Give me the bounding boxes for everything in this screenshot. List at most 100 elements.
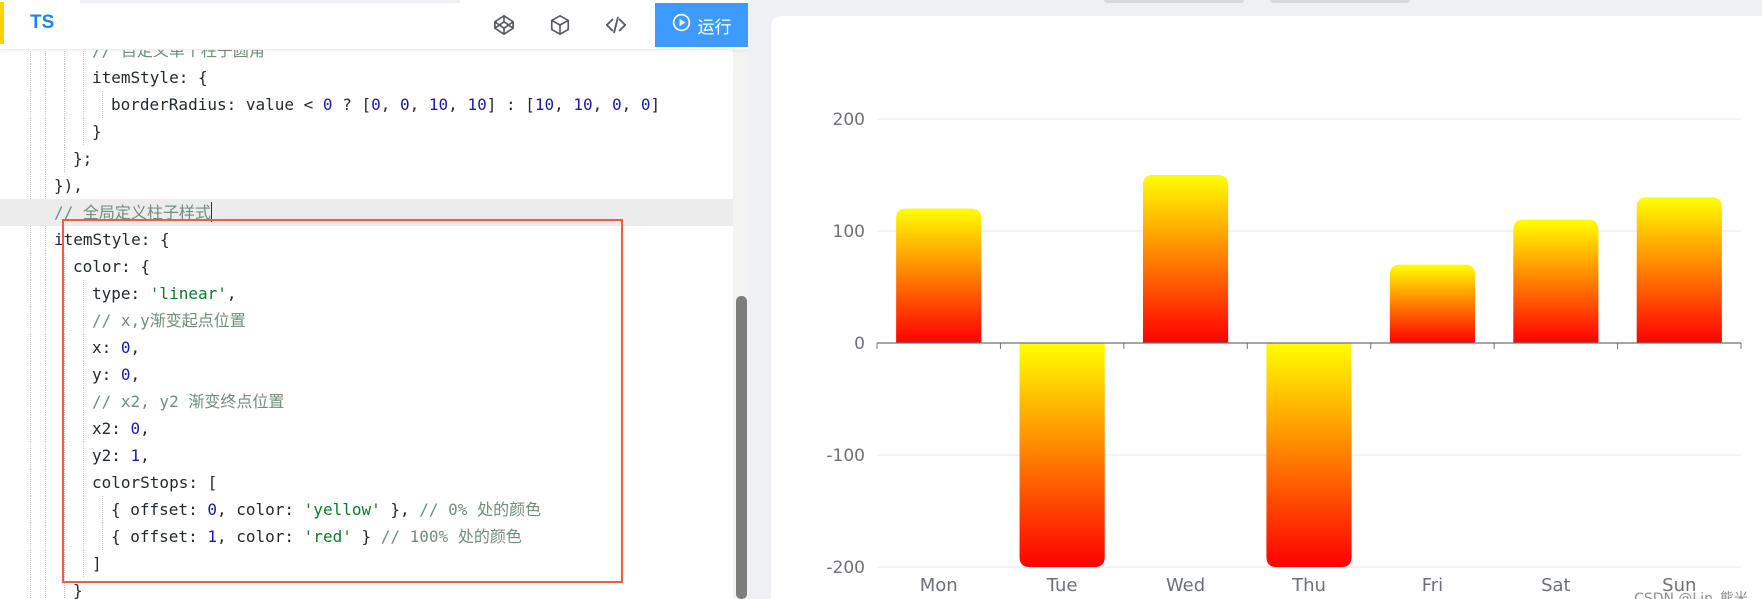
code-token: { offset: — [111, 500, 208, 519]
indent-guide — [64, 415, 65, 442]
indent-guide — [64, 388, 65, 415]
indent-guide — [83, 280, 84, 307]
indent-guide — [83, 118, 84, 145]
editor-toolbar: TS — [0, 0, 748, 50]
code-token: , — [140, 419, 150, 438]
code-line-text: colorStops: [ — [92, 469, 217, 496]
tab-typescript[interactable]: TS — [30, 12, 55, 33]
code-token: x2: — [92, 419, 131, 438]
indent-guide — [30, 415, 31, 442]
indent-guide — [30, 523, 31, 550]
code-line: itemStyle: { — [0, 226, 738, 253]
bar — [1389, 264, 1476, 343]
chart-preview-card: -200 -100 0 100 200 Mon Tue Wed Thu Fri Sat Sun CSD… — [771, 16, 1762, 599]
run-button[interactable]: 运行 — [655, 3, 748, 47]
code-token: 0 — [400, 95, 410, 114]
code-line-text: itemStyle: { — [92, 64, 208, 91]
indent-guide — [83, 415, 84, 442]
y-tick-label: 100 — [833, 222, 865, 242]
code-token: } — [73, 581, 83, 599]
bar — [896, 208, 982, 343]
code-line: }; — [0, 145, 738, 172]
code-token: 1 — [130, 446, 141, 465]
code-icon[interactable] — [602, 11, 630, 39]
indent-guide — [45, 469, 46, 496]
code-token: , — [130, 338, 141, 357]
indent-guide — [30, 280, 31, 307]
bar-chart: -200 -100 0 100 200 Mon Tue Wed Thu Fri Sat Sun — [826, 110, 1742, 596]
code-token: , — [409, 95, 429, 114]
cube-icon[interactable] — [546, 11, 574, 39]
x-tick-label: Sun — [1662, 575, 1696, 596]
x-tick-label: Fri — [1422, 575, 1443, 596]
code-token: itemStyle: { — [54, 230, 170, 249]
indent-guide — [45, 37, 46, 64]
code-line: color: { — [0, 253, 738, 280]
indent-guide — [45, 388, 46, 415]
indent-guide — [64, 577, 65, 599]
codepen-icon[interactable] — [490, 11, 518, 39]
code-line: itemStyle: { — [0, 64, 738, 91]
code-line-text: }), — [54, 172, 83, 199]
code-token: // x2, y2 渐变终点位置 — [92, 392, 285, 411]
preview-top-control-a[interactable] — [1104, 0, 1244, 3]
indent-guide — [64, 334, 65, 361]
code-token: , color: — [216, 500, 304, 519]
indent-guide — [30, 550, 31, 577]
code-token: 0 — [322, 95, 333, 114]
indent-guide — [45, 415, 46, 442]
code-line-text: x2: 0, — [92, 415, 150, 442]
code-line-text: } — [73, 577, 83, 599]
indent-guide — [30, 334, 31, 361]
indent-guide — [30, 442, 31, 469]
code-line: // x,y渐变起点位置 — [0, 307, 738, 334]
code-line-text: // 全局定义柱子样式 — [54, 199, 212, 226]
indent-guide — [45, 550, 46, 577]
code-token: 'linear' — [149, 284, 227, 303]
indent-guide — [83, 442, 84, 469]
code-token: 'red' — [303, 527, 352, 546]
preview-top-control-b[interactable] — [1270, 0, 1410, 3]
code-token: 0 — [120, 338, 131, 357]
code-token: y2: — [92, 446, 131, 465]
indent-guide — [30, 37, 31, 64]
indent-guide — [83, 91, 84, 118]
code-token: 0 — [207, 500, 217, 519]
indent-guide — [30, 64, 31, 91]
code-line: } — [0, 118, 738, 145]
indent-guide — [30, 91, 31, 118]
x-tick-label: Mon — [920, 575, 958, 596]
indent-guide — [64, 91, 65, 118]
indent-guide — [64, 118, 65, 145]
indent-guide — [64, 37, 65, 64]
x-tick-label: Sat — [1541, 575, 1571, 596]
code-line-text: itemStyle: { — [54, 226, 170, 253]
code-area[interactable]: // 自定义单个柱子圆角 itemStyle: {borderRadius: va… — [0, 37, 738, 599]
code-line-text: x: 0, — [92, 334, 140, 361]
indent-guide — [30, 388, 31, 415]
x-tick-label: Wed — [1166, 575, 1205, 596]
indent-guide — [83, 37, 84, 64]
indent-guide — [45, 334, 46, 361]
code-token: 10 — [428, 95, 449, 114]
code-line-text: color: { — [73, 253, 150, 280]
code-line: borderRadius: value < 0 ? [0, 0, 10, 10]… — [0, 91, 738, 118]
indent-guide — [30, 577, 31, 599]
bar — [1636, 197, 1722, 343]
code-token: 0 — [640, 95, 651, 114]
indent-guide — [45, 577, 46, 599]
code-line: // 全局定义柱子样式 — [0, 199, 738, 226]
code-token: ] : [ — [486, 95, 535, 114]
indent-guide — [64, 361, 65, 388]
code-line-text: // x2, y2 渐变终点位置 — [92, 388, 284, 415]
bar — [1142, 175, 1229, 343]
indent-guide — [64, 442, 65, 469]
code-token: // x,y渐变起点位置 — [92, 311, 246, 330]
indent-guide — [83, 550, 84, 577]
code-line-text: ] — [92, 550, 102, 577]
code-line: // x2, y2 渐变终点位置 — [0, 388, 738, 415]
code-line: { offset: 0, color: 'yellow' }, // 0% 处的… — [0, 496, 738, 523]
editor-scrollbar-thumb[interactable] — [736, 296, 747, 599]
code-token: // 全局定义柱子样式 — [54, 203, 211, 222]
code-token: , color: — [216, 527, 304, 546]
